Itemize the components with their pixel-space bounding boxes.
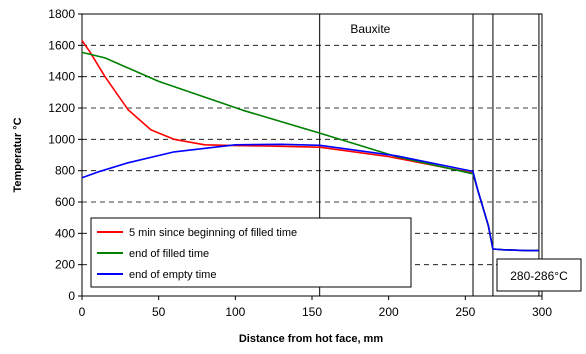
x-axis-title: Distance from hot face, mm xyxy=(239,333,383,345)
x-tick-label-3: 150 xyxy=(302,305,322,319)
x-tick-label-0: 0 xyxy=(79,305,86,319)
y-tick-label-6: 1200 xyxy=(48,101,75,115)
legend-box xyxy=(90,217,412,288)
y-tick-label-9: 1800 xyxy=(48,7,75,21)
legend-label-0: 5 min since beginning of filled time xyxy=(129,227,297,239)
x-tick-label-1: 50 xyxy=(152,305,166,319)
y-tick-label-1: 200 xyxy=(55,258,75,272)
range-annotation-text: 280-286°C xyxy=(510,269,568,283)
x-tick-label-6: 300 xyxy=(532,305,552,319)
x-tick-label-5: 250 xyxy=(455,305,475,319)
legend-label-2: end of empty time xyxy=(129,269,216,281)
y-tick-label-7: 1400 xyxy=(48,70,75,84)
y-tick-label-0: 0 xyxy=(68,289,75,303)
bauxite-label: Bauxite xyxy=(350,22,390,36)
range-annotation-box xyxy=(496,258,582,292)
y-tick-label-3: 600 xyxy=(55,195,75,209)
series-line-2 xyxy=(81,143,539,252)
x-tick-label-2: 100 xyxy=(225,305,245,319)
y-tick-label-5: 1000 xyxy=(48,132,75,146)
legend-label-1: end of filled time xyxy=(129,248,209,260)
y-tick-label-4: 800 xyxy=(55,164,75,178)
y-tick-label-8: 1600 xyxy=(48,38,75,52)
y-axis-title: Temperatur °C xyxy=(12,117,24,192)
x-tick-label-4: 200 xyxy=(379,305,399,319)
y-tick-label-2: 400 xyxy=(55,226,75,240)
